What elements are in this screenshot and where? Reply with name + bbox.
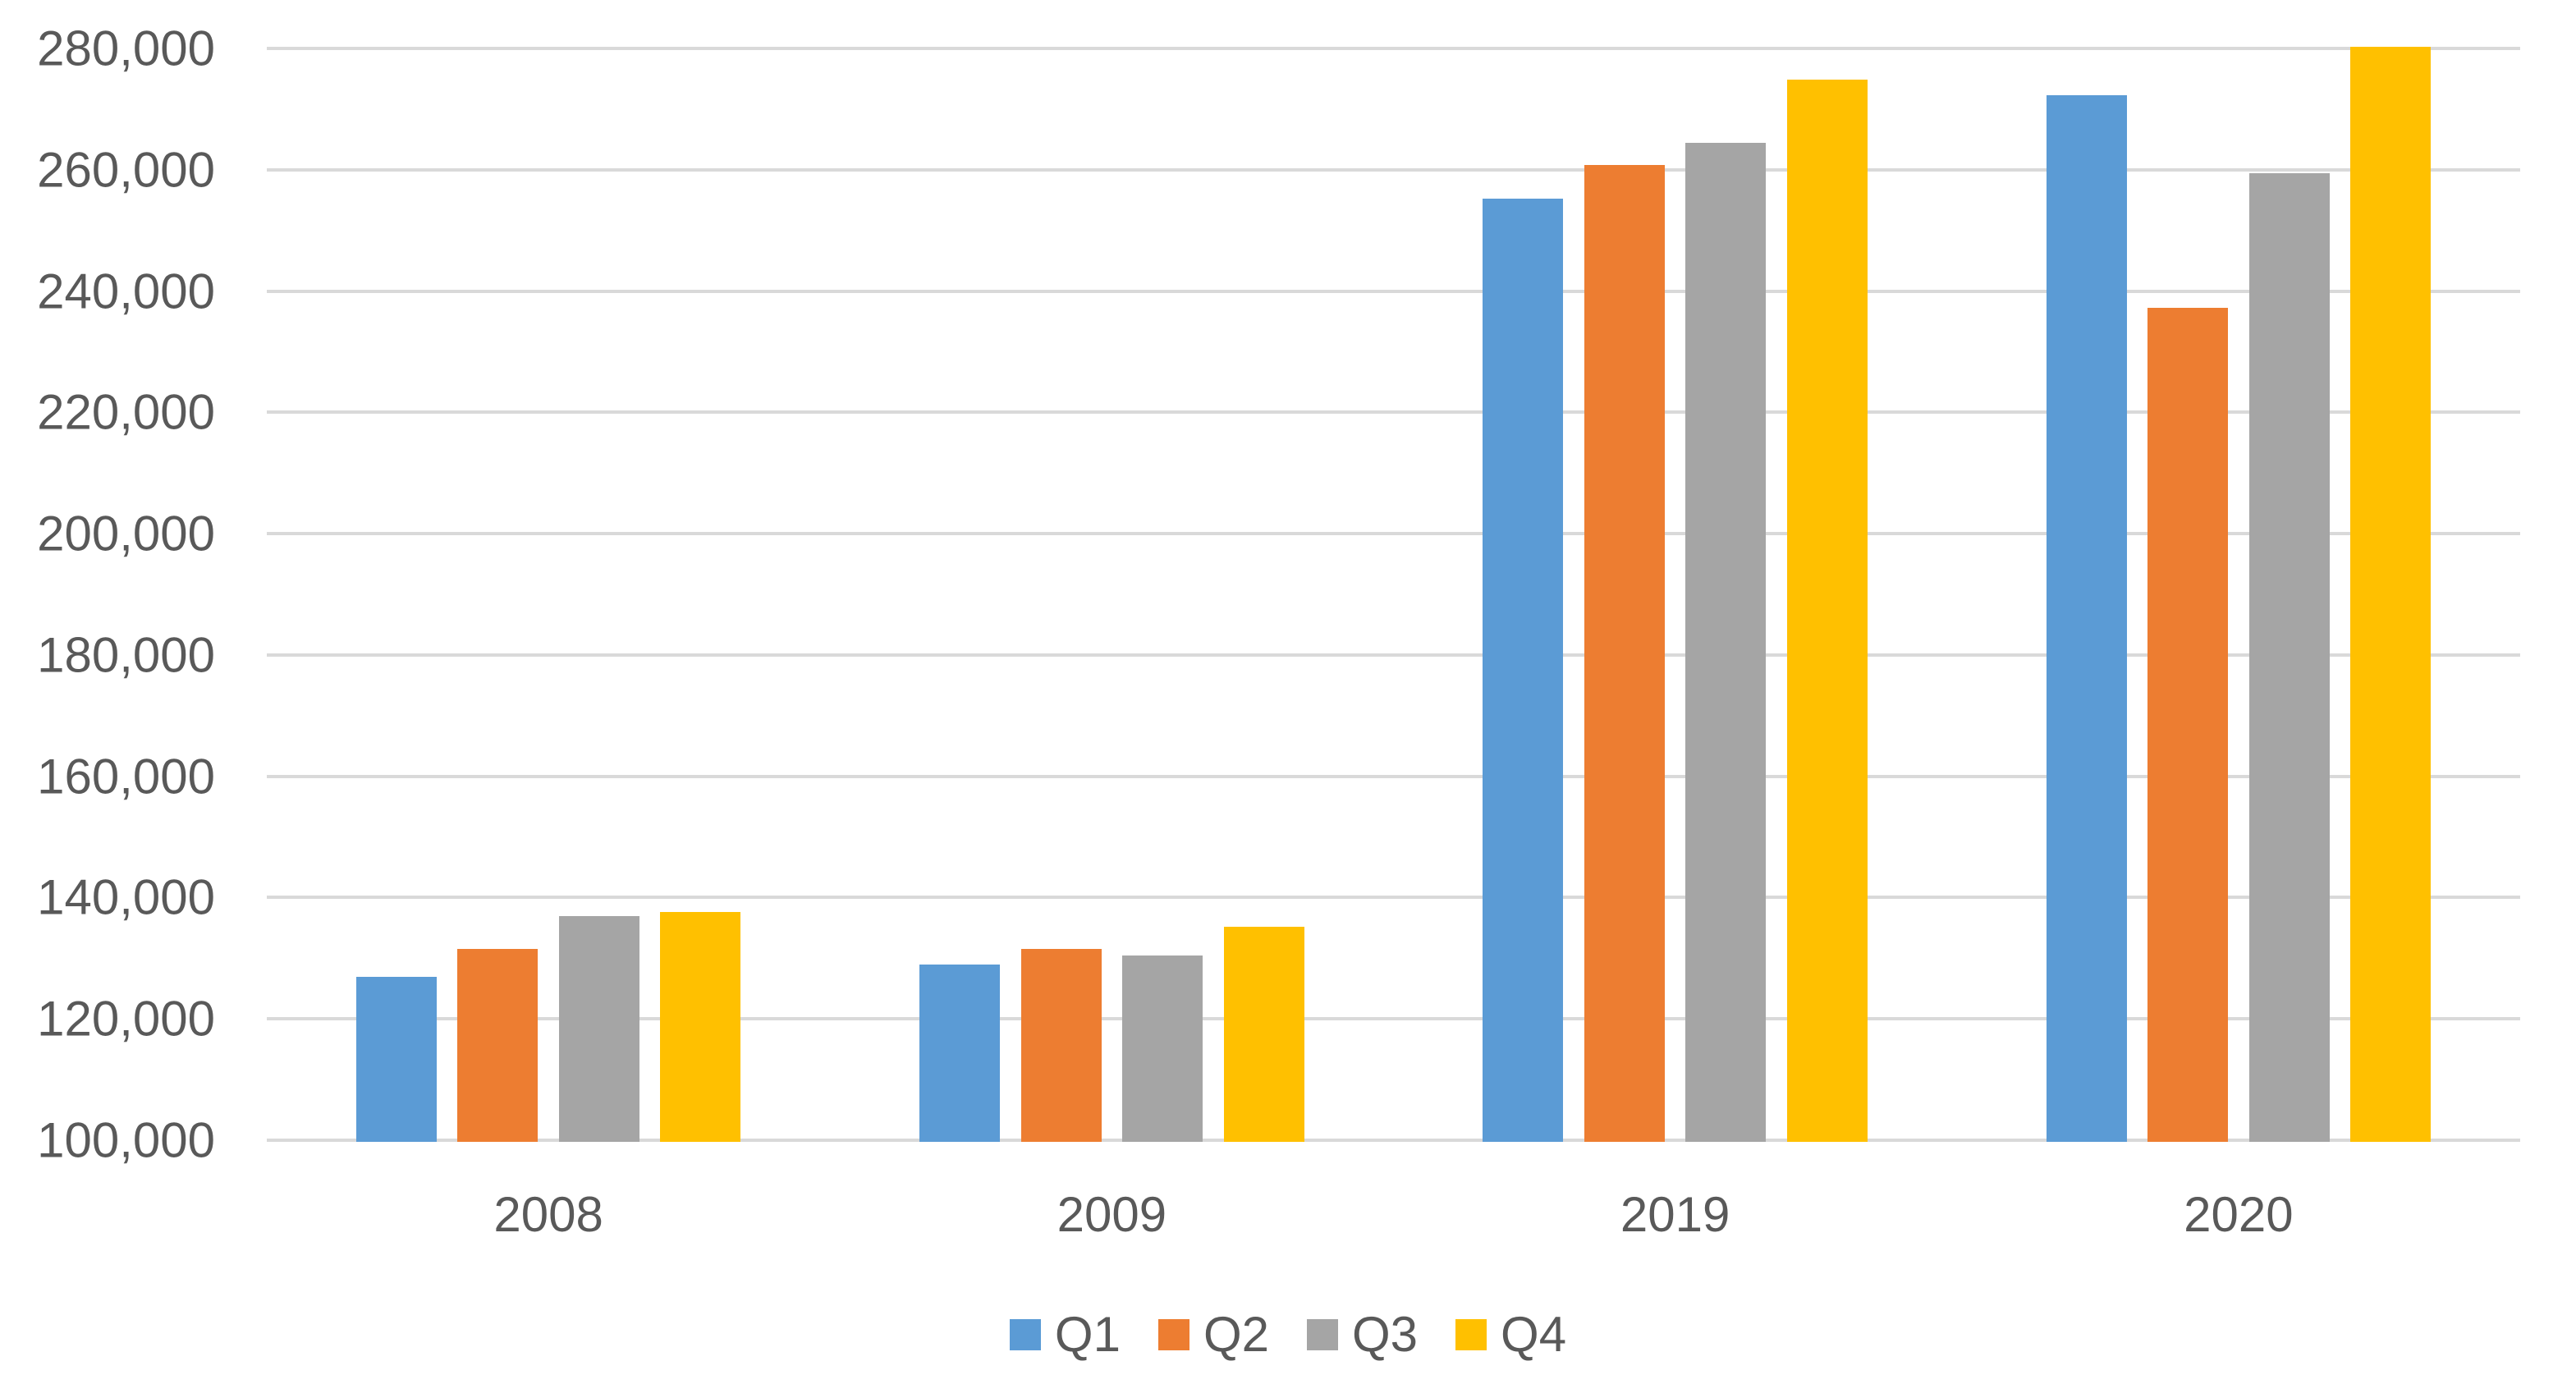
chart-legend: Q1 Q2 Q3 Q4 xyxy=(0,1308,2576,1361)
y-tick-label: 120,000 xyxy=(37,991,215,1047)
bar-2020-q2 xyxy=(2147,307,2229,1142)
bar-2008-q3 xyxy=(558,915,639,1142)
gridline xyxy=(267,1017,2520,1021)
bar-2009-q4 xyxy=(1223,926,1304,1142)
bar-2020-q1 xyxy=(2046,94,2127,1142)
bar-2008-q4 xyxy=(660,912,741,1142)
bar-2009-q1 xyxy=(919,964,1001,1142)
y-tick-label: 160,000 xyxy=(37,749,215,804)
y-tick-label: 100,000 xyxy=(37,1112,215,1168)
x-tick-label-2009: 2009 xyxy=(1057,1187,1167,1242)
y-tick-label: 140,000 xyxy=(37,869,215,925)
gridline xyxy=(267,896,2520,900)
bar-2008-q1 xyxy=(355,977,437,1142)
gridline xyxy=(267,289,2520,293)
gridline xyxy=(267,167,2520,172)
legend-swatch-q1 xyxy=(1009,1319,1041,1350)
bar-2019-q3 xyxy=(1685,143,1767,1142)
gridline xyxy=(267,653,2520,657)
legend-label: Q1 xyxy=(1054,1307,1121,1362)
legend-swatch-q4 xyxy=(1455,1319,1487,1350)
y-tick-label: 220,000 xyxy=(37,384,215,440)
y-tick-label: 260,000 xyxy=(37,142,215,198)
bar-2008-q2 xyxy=(457,949,539,1142)
legend-label: Q2 xyxy=(1203,1307,1269,1362)
bar-2020-q4 xyxy=(2350,46,2432,1142)
bar-2019-q4 xyxy=(1786,80,1868,1142)
legend-label: Q3 xyxy=(1352,1307,1419,1362)
bar-2019-q2 xyxy=(1584,164,1665,1142)
legend-item-q3: Q3 xyxy=(1307,1310,1418,1359)
gridline xyxy=(267,774,2520,778)
legend-swatch-q2 xyxy=(1157,1319,1189,1350)
x-axis-line xyxy=(267,1139,2520,1142)
legend-item-q2: Q2 xyxy=(1157,1307,1269,1362)
x-tick-label-2019: 2019 xyxy=(1620,1187,1730,1242)
bar-2020-q3 xyxy=(2248,173,2330,1142)
y-tick-label: 240,000 xyxy=(37,264,215,319)
bar-2009-q3 xyxy=(1122,956,1203,1142)
y-tick-label: 280,000 xyxy=(37,21,215,76)
legend-item-q4: Q4 xyxy=(1455,1310,1566,1359)
bar-2019-q1 xyxy=(1483,199,1564,1142)
gridline xyxy=(267,410,2520,415)
y-tick-label: 200,000 xyxy=(37,506,215,561)
gridline xyxy=(267,47,2520,50)
gridline xyxy=(267,532,2520,536)
legend-item-q1: Q1 xyxy=(1009,1307,1121,1362)
x-tick-label-2020: 2020 xyxy=(2184,1187,2294,1242)
x-tick-label-2008: 2008 xyxy=(493,1187,603,1242)
legend-label: Q4 xyxy=(1501,1307,1567,1362)
bar-2009-q2 xyxy=(1020,948,1102,1142)
legend-swatch-q3 xyxy=(1307,1319,1338,1350)
y-tick-label: 180,000 xyxy=(37,627,215,683)
